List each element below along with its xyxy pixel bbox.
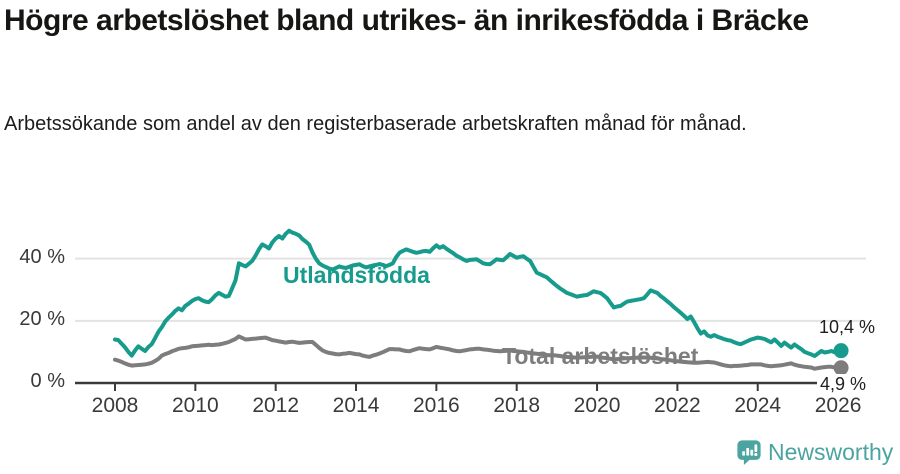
series-label-utlandsf-dda: Utlandsfödda	[283, 262, 430, 288]
y-tick-label: 40 %	[19, 245, 65, 268]
x-tick-label: 2024	[734, 394, 782, 417]
x-tick-label: 2022	[654, 394, 701, 417]
chart-subtitle: Arbetssökande som andel av den registerb…	[4, 113, 747, 135]
series-line-utlandsf-dda	[113, 228, 841, 358]
series-label-total-arbetsl-shet: Total arbetslöshet	[502, 343, 699, 369]
x-tick-label: 2026	[814, 394, 862, 417]
end-value-label-total: 4,9 %	[817, 374, 870, 395]
series-line-total-arbetsl-shet	[113, 334, 841, 371]
x-tick-label: 2012	[252, 394, 300, 417]
newsworthy-logo-icon	[737, 439, 761, 465]
y-tick-label: 0 %	[30, 370, 65, 392]
end-value-label-utlandsfodda: 10,4 %	[818, 317, 875, 337]
brand-name: Newsworthy	[768, 438, 894, 465]
series-end-dot	[833, 360, 849, 376]
y-tick-label: 20 %	[19, 307, 65, 330]
x-tick-label: 2018	[493, 394, 541, 417]
brand-footer: Newsworthy	[736, 438, 893, 466]
x-tick-label: 2010	[171, 394, 219, 417]
x-tick-label: 2020	[573, 394, 621, 417]
series-end-dot	[833, 343, 849, 359]
x-tick-label: 2014	[332, 394, 380, 417]
x-tick-label: 2016	[413, 394, 460, 417]
x-tick-label: 2008	[91, 394, 139, 417]
chart-title: Högre arbetslöshet bland utrikes- än inr…	[4, 4, 809, 37]
